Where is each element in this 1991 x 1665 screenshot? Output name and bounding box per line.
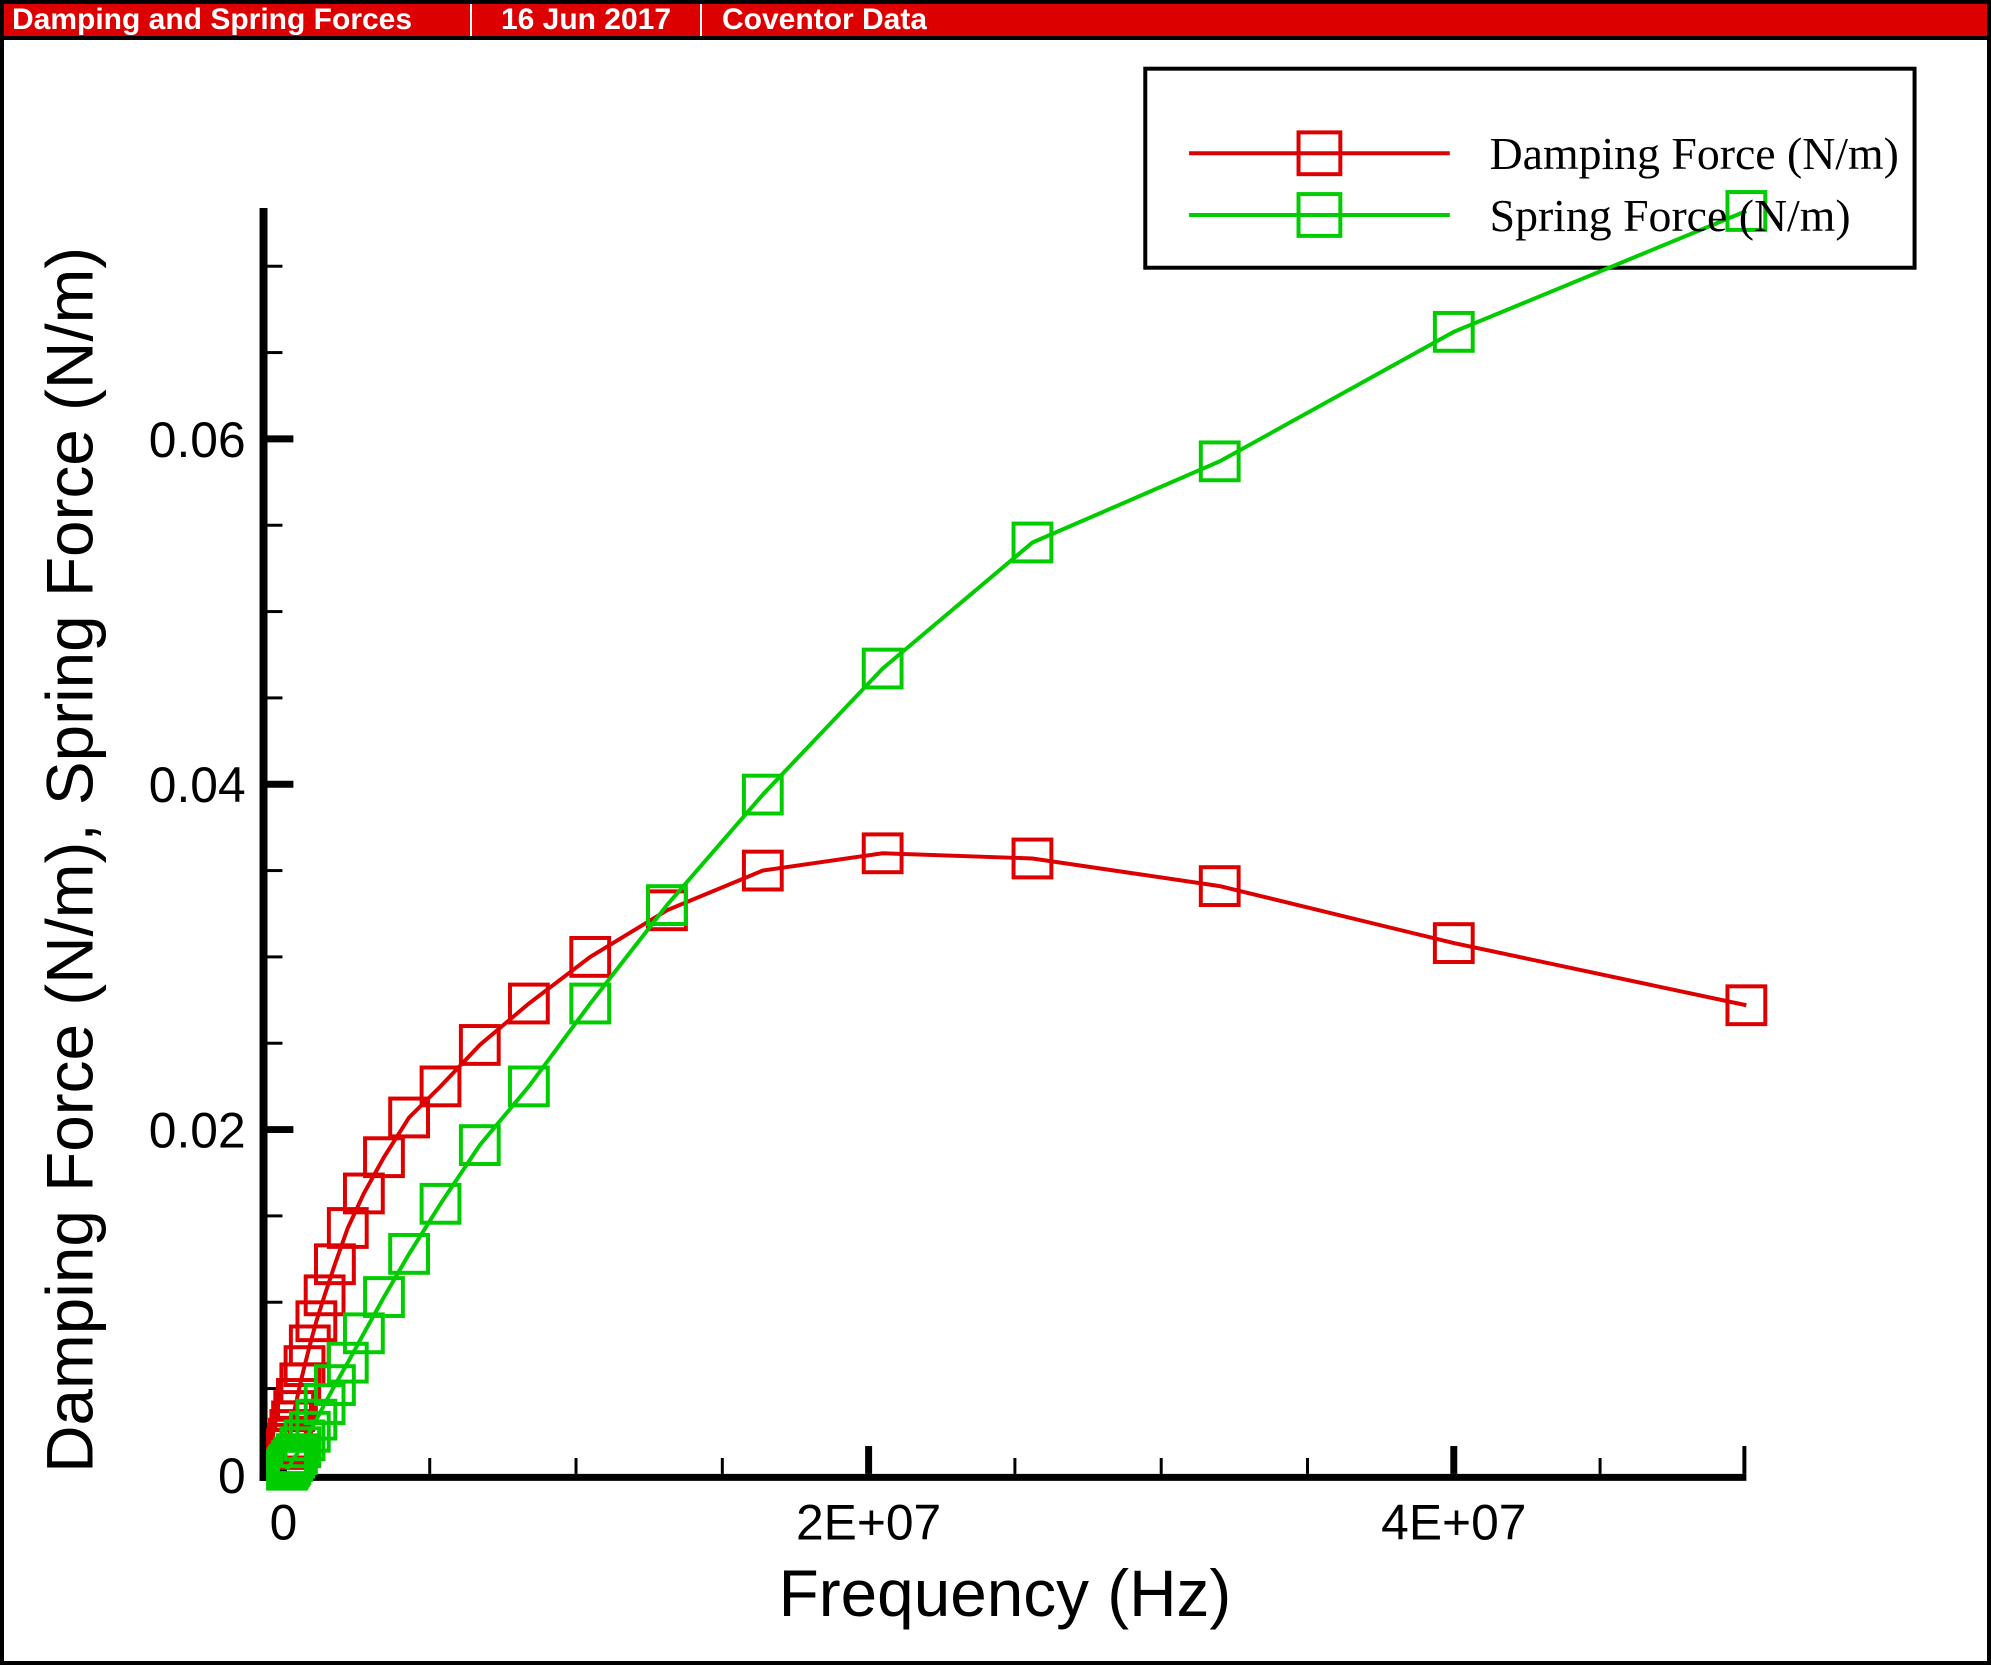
legend-sample-marker — [1296, 192, 1343, 238]
axes — [259, 208, 1747, 1481]
legend-entry-label: Spring Force (N/m) — [1490, 190, 1851, 241]
damping-force-marker — [419, 1065, 462, 1108]
spring-force-marker — [388, 1232, 431, 1275]
x-tick-label: 0 — [270, 1495, 298, 1551]
spring-force-marker — [1725, 190, 1768, 232]
spring-force-marker — [861, 647, 904, 690]
x-tick-label: 4E+07 — [1381, 1495, 1526, 1551]
damping-force-marker — [507, 982, 550, 1025]
damping-force-marker — [1011, 837, 1054, 880]
damping-force-marker — [1725, 984, 1768, 1027]
spring-force-marker — [314, 1364, 356, 1407]
legend-sample-marker — [1296, 130, 1343, 177]
plot-title: Damping and Spring Forces — [12, 4, 413, 36]
spring-force-marker — [279, 1426, 322, 1469]
damping-force-line — [285, 851, 1747, 1450]
spring-force-marker — [646, 884, 688, 926]
x-tick-label: 2E+07 — [796, 1495, 941, 1551]
spring-force-marker — [288, 1410, 331, 1453]
damping-force-marker — [363, 1136, 405, 1179]
spring-force-marker — [741, 773, 784, 816]
y-axis-title: Damping Force (N/m), Spring Force (N/m) — [33, 247, 106, 1473]
x-axis-title: Frequency (Hz) — [779, 1557, 1232, 1630]
y-tick-label: 0.02 — [149, 1102, 246, 1158]
damping-force-marker — [1432, 922, 1475, 964]
legend-entry-label: Damping Force (N/m) — [1490, 128, 1899, 179]
spring-force-marker — [363, 1276, 405, 1318]
spring-force-marker — [458, 1124, 501, 1167]
legend-labels: Damping Force (N/m) Spring Force (N/m) — [1490, 128, 1899, 241]
damping-force-marker — [861, 832, 904, 875]
tick-labels: 0 2E+07 4E+07 0 0.02 0.04 0.06 — [149, 412, 1527, 1551]
spring-force-marker — [507, 1065, 550, 1108]
data-series — [266, 190, 1768, 1491]
legend-box — [1143, 66, 1917, 270]
plot-date: 16 Jun 2017 — [470, 4, 700, 36]
plot-data-source: Coventor Data — [700, 4, 927, 36]
y-tick-label: 0 — [218, 1448, 246, 1504]
spring-force-marker — [569, 982, 612, 1025]
damping-force-marker — [569, 936, 612, 978]
title-bar: Damping and Spring Forces 16 Jun 2017 Co… — [4, 4, 1987, 40]
y-tick-label: 0.06 — [149, 412, 246, 468]
spring-force-marker — [1198, 440, 1241, 483]
damping-force-marker — [458, 1024, 501, 1066]
legend-frame — [1143, 66, 1917, 270]
damping-force-marker — [295, 1300, 338, 1343]
damping-force-marker — [1198, 865, 1241, 908]
damping-force-marker — [303, 1274, 346, 1317]
damping-force-marker — [388, 1096, 431, 1139]
damping-force-marker — [326, 1207, 369, 1249]
y-tick-label: 0.04 — [149, 757, 246, 813]
spring-force-marker — [326, 1341, 369, 1384]
spring-force-marker — [1432, 310, 1475, 353]
spring-force-marker — [1011, 521, 1054, 564]
spring-force-marker — [419, 1182, 462, 1225]
damping-force-marker — [741, 849, 784, 892]
